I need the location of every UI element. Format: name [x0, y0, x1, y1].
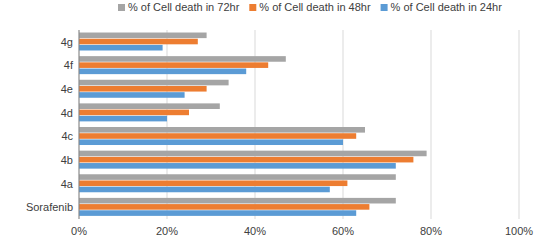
bar — [79, 45, 163, 51]
category-label: 4f — [64, 59, 74, 71]
bar — [79, 187, 330, 193]
grid-line — [79, 30, 80, 219]
grid-line — [519, 30, 520, 219]
legend-label: % of Cell death in 72hr — [128, 1, 240, 13]
category-label: 4d — [61, 107, 73, 119]
legend-swatch — [118, 4, 125, 11]
category-label: 4e — [61, 83, 73, 95]
bar — [79, 151, 427, 157]
grid-line — [343, 30, 344, 219]
tick-label: 0% — [71, 225, 87, 237]
bar — [79, 210, 356, 216]
tick-label: 20% — [156, 225, 178, 237]
category-label: Sorafenib — [26, 201, 73, 213]
bar — [79, 198, 396, 204]
category-label: 4b — [61, 154, 73, 166]
legend-label: % of Cell death in 48hr — [259, 1, 371, 13]
legend-label: % of Cell death in 24hr — [391, 1, 503, 13]
category-label: 4g — [61, 36, 73, 48]
bar — [79, 92, 185, 98]
legend-swatch — [249, 4, 256, 11]
tick-label: 80% — [420, 225, 442, 237]
tick-label: 100% — [505, 225, 533, 237]
bar — [79, 116, 167, 122]
legend-swatch — [381, 4, 388, 11]
grid-line — [431, 30, 432, 219]
bar — [79, 133, 356, 139]
tick-label: 40% — [244, 225, 266, 237]
bar — [79, 127, 365, 133]
bar — [79, 33, 207, 39]
chart: 0% 20% 40% 60% 80% 100% Sorafenib 4a 4b 4c 4d 4e 4f 4… — [0, 0, 538, 242]
category-label: 4a — [61, 178, 74, 190]
category-label: 4c — [61, 130, 73, 142]
bar — [79, 180, 347, 186]
bar — [79, 157, 413, 163]
bar — [79, 163, 396, 169]
bar — [79, 110, 189, 116]
bar — [79, 204, 369, 210]
bar — [79, 139, 343, 145]
bar — [79, 39, 198, 45]
tick-label: 60% — [332, 225, 354, 237]
bar — [79, 103, 220, 109]
bar — [79, 174, 396, 180]
bar — [79, 62, 268, 68]
bar — [79, 56, 286, 62]
y-axis — [79, 30, 80, 219]
bar — [79, 86, 207, 92]
bar — [79, 69, 246, 75]
bar — [79, 80, 229, 86]
bars — [79, 33, 427, 216]
